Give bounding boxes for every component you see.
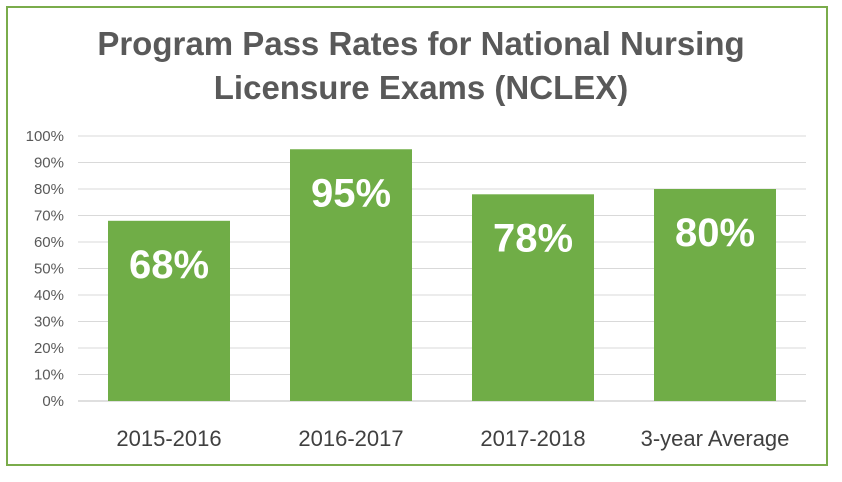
y-tick-label: 50% — [34, 261, 64, 278]
bar — [654, 189, 776, 401]
data-label: 78% — [493, 216, 573, 260]
category-label: 2015-2016 — [116, 426, 221, 451]
chart-title: Program Pass Rates for National Nursing … — [0, 22, 842, 110]
category-label: 2016-2017 — [298, 426, 403, 451]
y-tick-label: 20% — [34, 340, 64, 357]
data-label: 68% — [129, 243, 209, 287]
bar — [290, 149, 412, 401]
bar — [472, 194, 594, 401]
bar — [108, 220, 230, 401]
chart-title-line-1: Program Pass Rates for National Nursing — [97, 25, 745, 62]
data-label: 95% — [311, 171, 391, 215]
data-label: 80% — [675, 211, 755, 255]
y-axis-tick-labels: 0% 10% 20% 30% 40% 50% 60% 70% 80% 90% 100% — [26, 128, 64, 410]
y-tick-label: 100% — [26, 128, 64, 145]
data-labels: 68% 95% 78% 80% — [129, 171, 755, 287]
y-tick-label: 60% — [34, 234, 64, 251]
y-tick-label: 10% — [34, 367, 64, 384]
y-tick-label: 40% — [34, 287, 64, 304]
y-tick-label: 90% — [34, 155, 64, 172]
bars — [108, 149, 776, 401]
category-labels: 2015-2016 2016-2017 2017-2018 3-year Averag… — [116, 426, 789, 451]
y-tick-label: 80% — [34, 181, 64, 198]
y-tick-label: 30% — [34, 314, 64, 331]
y-tick-label: 70% — [34, 208, 64, 225]
chart-title-line-2: Licensure Exams (NCLEX) — [213, 69, 629, 106]
category-label: 2017-2018 — [480, 426, 585, 451]
category-label: 3-year Average — [641, 426, 790, 451]
y-tick-label: 0% — [42, 393, 64, 410]
